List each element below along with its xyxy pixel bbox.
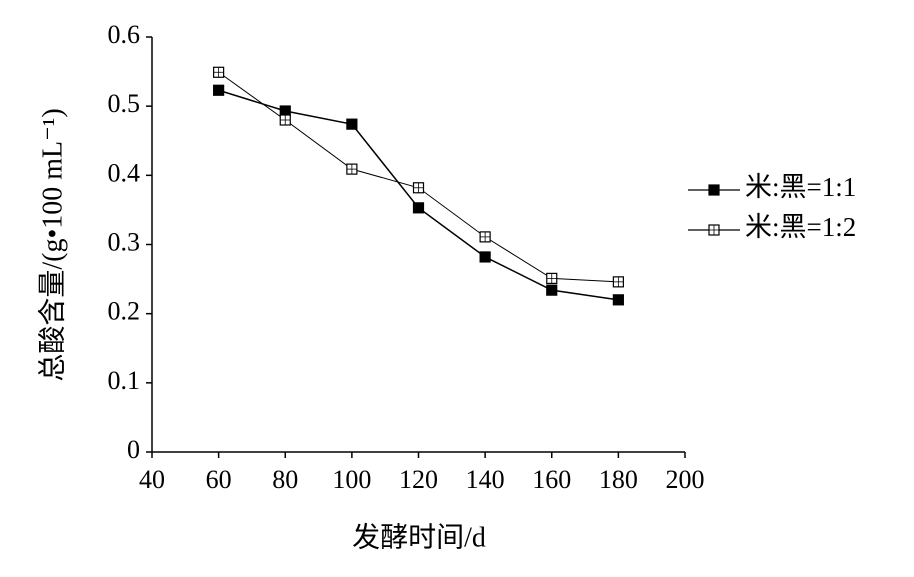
x-tick-label: 120	[399, 465, 438, 494]
x-tick-label: 160	[532, 465, 571, 494]
y-tick-label: 0.4	[108, 158, 141, 187]
series-line	[218, 89, 619, 301]
point	[213, 84, 225, 96]
x-tick-label: 80	[272, 465, 298, 494]
y-tick-label: 0.5	[108, 89, 141, 118]
point	[612, 294, 624, 306]
legend-label: 米:黑=1:1	[745, 172, 856, 202]
series-line	[218, 71, 619, 283]
x-tick-label: 100	[332, 465, 371, 494]
x-tick-label: 60	[206, 465, 232, 494]
y-tick-label: 0.3	[108, 227, 141, 256]
legend-marker	[708, 184, 720, 196]
x-tick-label: 140	[466, 465, 505, 494]
y-axis-title: 总酸含量/(g•100 mL⁻¹)	[36, 108, 68, 381]
point	[546, 284, 558, 296]
point	[479, 251, 491, 263]
legend-label: 米:黑=1:2	[745, 212, 856, 242]
point	[346, 118, 358, 130]
x-axis-title: 发酵时间/d	[352, 521, 486, 553]
point	[412, 202, 425, 214]
y-tick-label: 0	[127, 435, 140, 464]
y-tick-label: 0.6	[108, 20, 141, 49]
x-tick-label: 200	[666, 465, 705, 494]
y-tick-label: 0.1	[108, 366, 141, 395]
y-tick-label: 0.2	[108, 297, 141, 326]
x-tick-label: 40	[139, 465, 165, 494]
x-tick-label: 180	[599, 465, 638, 494]
